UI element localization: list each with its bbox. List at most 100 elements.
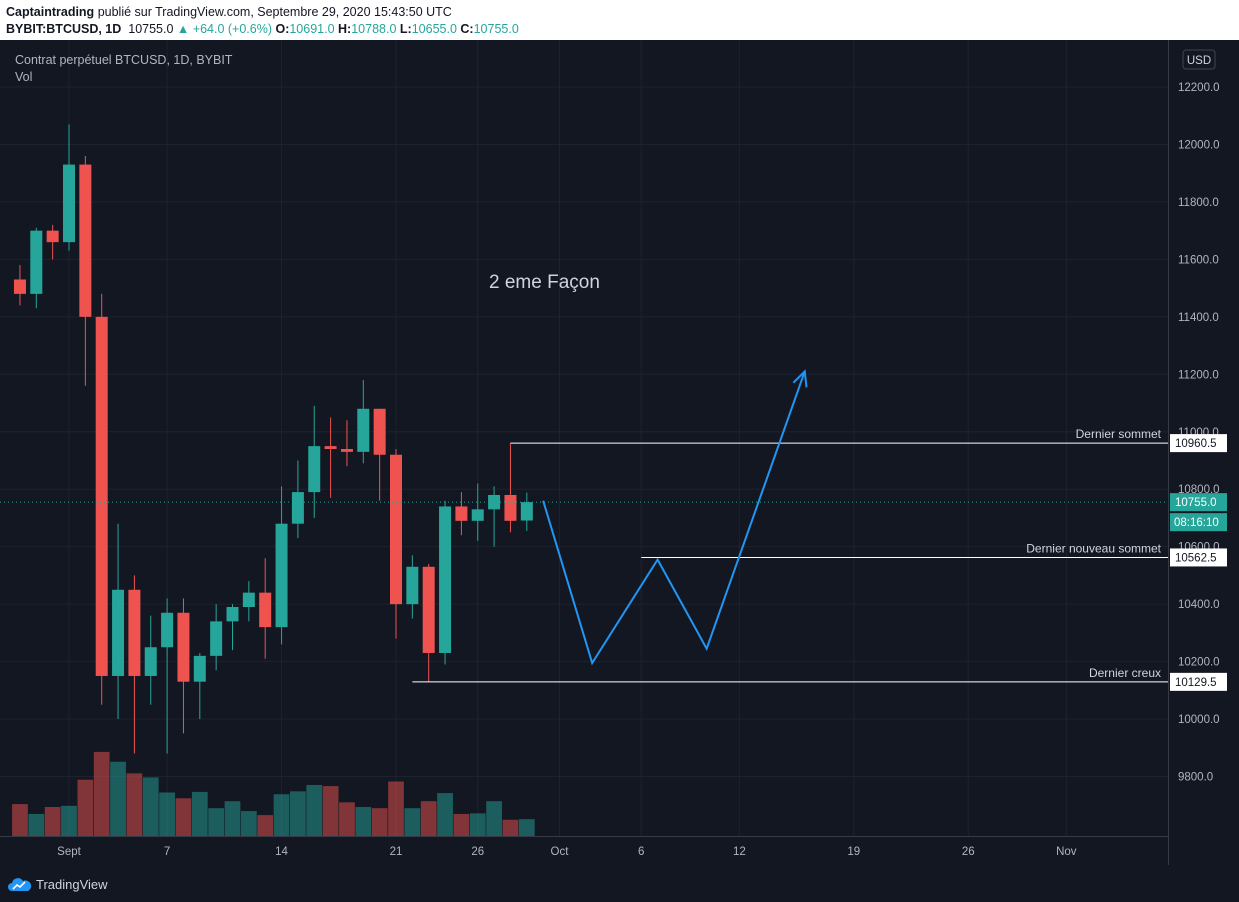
volume-bar bbox=[126, 773, 143, 836]
level-price-tag bbox=[1170, 672, 1227, 691]
level-label: Dernier sommet bbox=[1076, 427, 1162, 441]
candle-body bbox=[488, 494, 501, 510]
price-tick-label: 9800.0 bbox=[1178, 772, 1213, 784]
candle-body bbox=[161, 612, 174, 648]
time-tick-label: 12 bbox=[733, 846, 746, 858]
time-tick-label: 26 bbox=[471, 846, 484, 858]
annotation-text: 2 eme Façon bbox=[489, 272, 600, 293]
high-label: H: bbox=[338, 22, 352, 36]
volume-bar bbox=[355, 807, 372, 836]
volume-bar bbox=[191, 791, 208, 836]
volume-bar bbox=[371, 808, 388, 836]
candle-body bbox=[373, 408, 386, 455]
volume-bar bbox=[322, 786, 339, 836]
close-value: 10755.0 bbox=[473, 22, 519, 36]
volume-bar bbox=[486, 801, 502, 836]
publication-line: Captaintrading publié sur TradingView.co… bbox=[6, 5, 452, 19]
candle-body bbox=[226, 607, 239, 622]
level-price-label: 10960.5 bbox=[1175, 438, 1217, 450]
candle-body bbox=[193, 655, 206, 682]
candle-body bbox=[128, 589, 141, 676]
time-tick-label: Oct bbox=[551, 846, 570, 858]
candle-body bbox=[340, 448, 353, 452]
candle-body bbox=[308, 446, 321, 493]
price-tick-label: 11800.0 bbox=[1178, 197, 1219, 209]
volume-bar bbox=[175, 798, 192, 836]
candle-body bbox=[46, 230, 59, 243]
axes: 12200.0 12000.0 11800.0 11600.0 11400.0 11200… bbox=[0, 40, 1239, 865]
grid-lines bbox=[0, 40, 1168, 836]
price-tick-label: 11600.0 bbox=[1178, 254, 1219, 266]
candle-body bbox=[95, 316, 108, 676]
candle-body bbox=[112, 589, 125, 676]
candle-body bbox=[177, 612, 190, 682]
candle-body bbox=[406, 566, 419, 605]
volume-bar bbox=[306, 784, 323, 836]
volume-bar bbox=[28, 813, 45, 836]
price-tick-label: 11200.0 bbox=[1178, 369, 1219, 381]
volume-bar bbox=[77, 779, 94, 836]
countdown-tag bbox=[1170, 513, 1227, 532]
candle-body bbox=[13, 279, 26, 294]
low-label: L: bbox=[399, 22, 412, 36]
high-value: 10788.0 bbox=[351, 22, 397, 36]
price-tick-label: 11400.0 bbox=[1178, 312, 1219, 324]
time-tick-label: 6 bbox=[638, 846, 644, 858]
price-tick-label: 10000.0 bbox=[1178, 714, 1220, 726]
currency-label: USD bbox=[1187, 55, 1211, 67]
volume-bar bbox=[290, 791, 306, 836]
volume-bar bbox=[453, 813, 470, 836]
price-axis bbox=[1168, 40, 1239, 865]
volume-bar bbox=[61, 805, 77, 836]
volume-bar bbox=[518, 819, 535, 836]
candles bbox=[13, 124, 533, 754]
volume-bar bbox=[273, 794, 290, 836]
price-tick-label: 10400.0 bbox=[1178, 599, 1220, 611]
candle-body bbox=[520, 502, 533, 521]
level-price-tag bbox=[1170, 548, 1227, 567]
chart-area[interactable]: Dernier sommet Dernier nouveau sommet Dern… bbox=[0, 40, 1239, 865]
last-price: 10755.0 bbox=[128, 22, 174, 36]
volume-bar bbox=[208, 808, 225, 836]
chart-title: Contrat perpétuel BTCUSD, 1D, BYBIT bbox=[15, 53, 233, 67]
time-tick-label: 26 bbox=[962, 846, 975, 858]
candle-body bbox=[210, 621, 223, 656]
chart-header: Captaintrading publié sur TradingView.co… bbox=[0, 0, 1239, 40]
level-label: Dernier creux bbox=[1089, 666, 1161, 680]
projection-arrowhead bbox=[792, 369, 808, 388]
volume-bar bbox=[12, 804, 28, 836]
price-tick-label: 12200.0 bbox=[1178, 82, 1220, 94]
countdown-label: 08:16:10 bbox=[1174, 517, 1219, 529]
low-value: 10655.0 bbox=[411, 22, 457, 36]
candlestick-chart[interactable]: Dernier sommet Dernier nouveau sommet Dern… bbox=[0, 40, 1239, 865]
candle-body bbox=[324, 446, 337, 449]
candle-body bbox=[30, 230, 43, 294]
price-tick-label: 10200.0 bbox=[1178, 657, 1220, 669]
time-tick-label: Nov bbox=[1056, 846, 1077, 858]
candle-body bbox=[390, 454, 402, 605]
volume-bar bbox=[420, 801, 437, 836]
tradingview-logo[interactable]: TradingView bbox=[8, 875, 108, 893]
volume-bars bbox=[12, 751, 535, 836]
volume-bar bbox=[224, 801, 241, 836]
volume-bar bbox=[93, 751, 110, 836]
author-name[interactable]: Captaintrading bbox=[6, 5, 95, 19]
candle-body bbox=[439, 506, 452, 653]
volume-bar bbox=[469, 813, 486, 836]
time-tick-label: Sept bbox=[57, 846, 81, 858]
time-tick-label: 19 bbox=[847, 846, 860, 858]
volume-bar bbox=[110, 761, 126, 836]
open-value: 10691.0 bbox=[289, 22, 335, 36]
candle-body bbox=[79, 164, 92, 317]
volume-bar bbox=[257, 815, 274, 836]
candle-body bbox=[275, 523, 288, 628]
volume-label: Vol bbox=[15, 70, 32, 84]
current-price-label: 10755.0 bbox=[1175, 497, 1217, 509]
price-change: ▲ +64.0 (+0.6%) bbox=[176, 22, 272, 36]
volume-bar bbox=[159, 792, 175, 836]
volume-bar bbox=[502, 819, 519, 836]
level-label: Dernier nouveau sommet bbox=[1026, 541, 1161, 555]
current-price-tag bbox=[1170, 493, 1227, 512]
tradingview-cloud-icon bbox=[8, 877, 32, 891]
close-label: C: bbox=[460, 22, 474, 36]
